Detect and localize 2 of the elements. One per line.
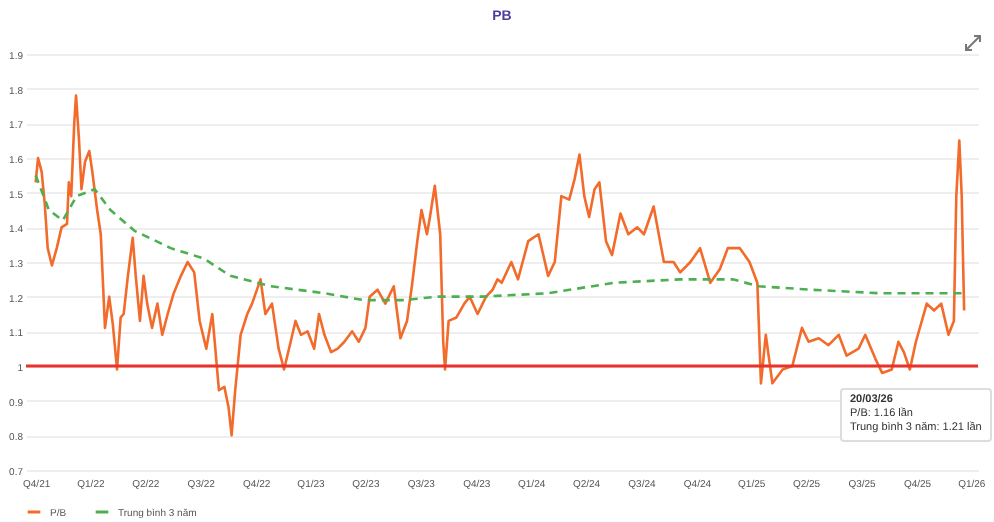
- line-series: [34, 174, 966, 302]
- line-series: [34, 94, 966, 437]
